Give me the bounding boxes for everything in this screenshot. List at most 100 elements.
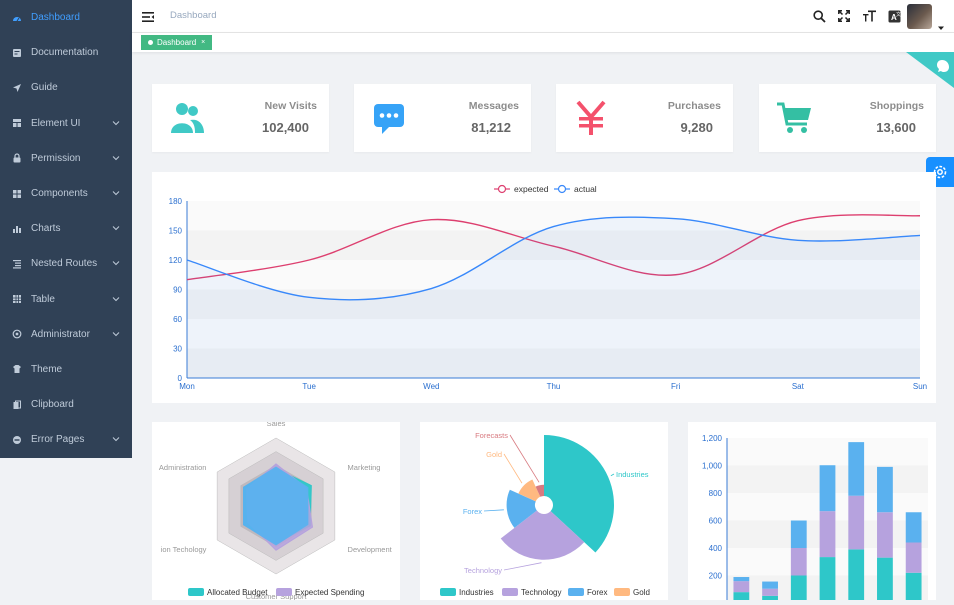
table-icon: [12, 294, 22, 304]
x-tick-label: Wed: [423, 382, 439, 391]
series-area-actual: [187, 217, 920, 378]
pie-slice-technology[interactable]: [500, 510, 585, 560]
message-icon: [372, 100, 406, 136]
grid-band: [187, 260, 920, 290]
y-tick-label: 1,000: [702, 462, 723, 471]
y-tick-label: 150: [169, 227, 183, 236]
radar-indicator-label: Development: [348, 545, 393, 554]
clipboard-icon: [12, 400, 22, 410]
fullscreen-icon[interactable]: [837, 9, 851, 23]
bar-industries-mon[interactable]: [733, 592, 750, 603]
legend-marker-actual-dot: [557, 184, 567, 194]
users-icon: [170, 100, 204, 136]
legend-label[interactable]: Allocated Budget: [207, 588, 268, 597]
tag-dashboard[interactable]: Dashboard ×: [141, 35, 213, 50]
yen-icon: [574, 100, 608, 136]
pie-slice-gold[interactable]: [518, 479, 541, 502]
nested-icon: [12, 259, 22, 269]
sidebar-item-theme[interactable]: Theme: [0, 352, 132, 387]
sidebar-item-administrator[interactable]: Administrator: [0, 317, 132, 352]
legend-swatch: [502, 588, 518, 596]
bar-forex-wed[interactable]: [790, 520, 807, 549]
radar-chart-panel: Sales Marketing Development Customer Suppor…: [152, 419, 400, 601]
bar-technology-mon[interactable]: [733, 581, 750, 593]
cart-icon: [777, 100, 811, 136]
bar-forex-sun[interactable]: [905, 512, 922, 543]
bar-technology-fri[interactable]: [848, 495, 865, 550]
pie-label: Gold: [486, 450, 502, 459]
bar-industries-fri[interactable]: [848, 549, 865, 603]
pie-label-line: [503, 562, 542, 571]
sidebar-item-table[interactable]: Table: [0, 282, 132, 317]
components-icon: [12, 189, 22, 199]
github-corner-icon[interactable]: [906, 52, 954, 88]
font-size-icon[interactable]: [862, 9, 876, 23]
bar-chart: 200 400 600 800 1,000 1,200: [702, 434, 928, 603]
bar-forex-sat[interactable]: [877, 466, 893, 513]
legend-swatch: [440, 588, 456, 596]
card-value: 9,280: [680, 120, 713, 135]
series-line-actual: [186, 216, 921, 301]
pie-slice-forex[interactable]: [506, 489, 537, 528]
card-shoppings[interactable]: Shoppings 13,600: [759, 84, 936, 152]
bar-forex-thu[interactable]: [819, 465, 836, 512]
y-tick-label: 0: [178, 374, 183, 383]
sidebar-item-dashboard[interactable]: Dashboard: [0, 0, 132, 35]
chart-icon: [12, 224, 22, 234]
series-line-expected: [186, 214, 921, 281]
legend-label[interactable]: Forex: [587, 588, 607, 597]
sidebar-item-element-ui[interactable]: Element UI: [0, 106, 132, 141]
legend-label[interactable]: expected: [514, 184, 549, 194]
hamburger-icon[interactable]: [142, 10, 154, 22]
sidebar-item-label: Theme: [31, 363, 63, 375]
pie-slice-forecasts[interactable]: [535, 484, 544, 497]
bar-technology-sun[interactable]: [905, 542, 922, 573]
sidebar-item-label: Components: [31, 188, 88, 200]
sidebar-item-error-pages[interactable]: Error Pages: [0, 422, 132, 457]
bar-technology-thu[interactable]: [819, 511, 836, 558]
pie-slice-industries[interactable]: [544, 435, 614, 553]
bar-forex-tue[interactable]: [762, 581, 778, 589]
bar-industries-thu[interactable]: [819, 557, 836, 603]
sidebar-item-clipboard[interactable]: Clipboard: [0, 387, 132, 422]
sidebar-item-documentation[interactable]: Documentation: [0, 35, 132, 70]
bar-forex-fri[interactable]: [848, 442, 865, 496]
close-icon[interactable]: ×: [201, 39, 206, 46]
legend-label[interactable]: Gold: [633, 588, 650, 597]
bar-industries-tue[interactable]: [762, 595, 778, 603]
sidebar-item-permission[interactable]: Permission: [0, 141, 132, 176]
x-tick-label: Fri: [671, 382, 681, 391]
radar-indicator-label: ion Techology: [161, 545, 207, 554]
bar-forex-mon[interactable]: [733, 577, 750, 582]
card-purchases[interactable]: Purchases 9,280: [556, 84, 733, 152]
legend-label[interactable]: actual: [574, 184, 597, 194]
bar-technology-sat[interactable]: [877, 512, 893, 558]
avatar[interactable]: [907, 4, 932, 29]
bar-technology-tue[interactable]: [762, 588, 778, 596]
x-tick-label: Tue: [302, 382, 316, 391]
sidebar-item-label: Permission: [31, 152, 81, 164]
dashboard-icon: [12, 13, 22, 23]
search-icon[interactable]: [812, 9, 826, 23]
bar-technology-wed[interactable]: [790, 548, 807, 576]
active-dot-icon: [148, 40, 153, 45]
bar-industries-sat[interactable]: [877, 557, 893, 603]
bar-industries-sun[interactable]: [905, 572, 922, 603]
card-value: 81,212: [471, 120, 511, 135]
sidebar-item-nested-routes[interactable]: Nested Routes: [0, 246, 132, 281]
legend-label[interactable]: Expected Spending: [295, 588, 364, 597]
legend-label[interactable]: Industries: [459, 588, 494, 597]
card-new-visits[interactable]: New Visits 102,400: [152, 84, 329, 152]
sidebar-item-charts[interactable]: Charts: [0, 211, 132, 246]
legend-swatch: [614, 588, 630, 596]
sidebar-item-label: Charts: [31, 223, 61, 235]
caret-down-icon[interactable]: [938, 18, 944, 30]
pie-label: Forecasts: [475, 431, 508, 440]
card-messages[interactable]: Messages 81,212: [354, 84, 531, 152]
sidebar-item-guide[interactable]: Guide: [0, 70, 132, 105]
legend-label[interactable]: Technology: [521, 588, 561, 597]
tags-view: Dashboard ×: [132, 33, 954, 52]
bar-industries-wed[interactable]: [790, 575, 807, 603]
sidebar-item-components[interactable]: Components: [0, 176, 132, 211]
